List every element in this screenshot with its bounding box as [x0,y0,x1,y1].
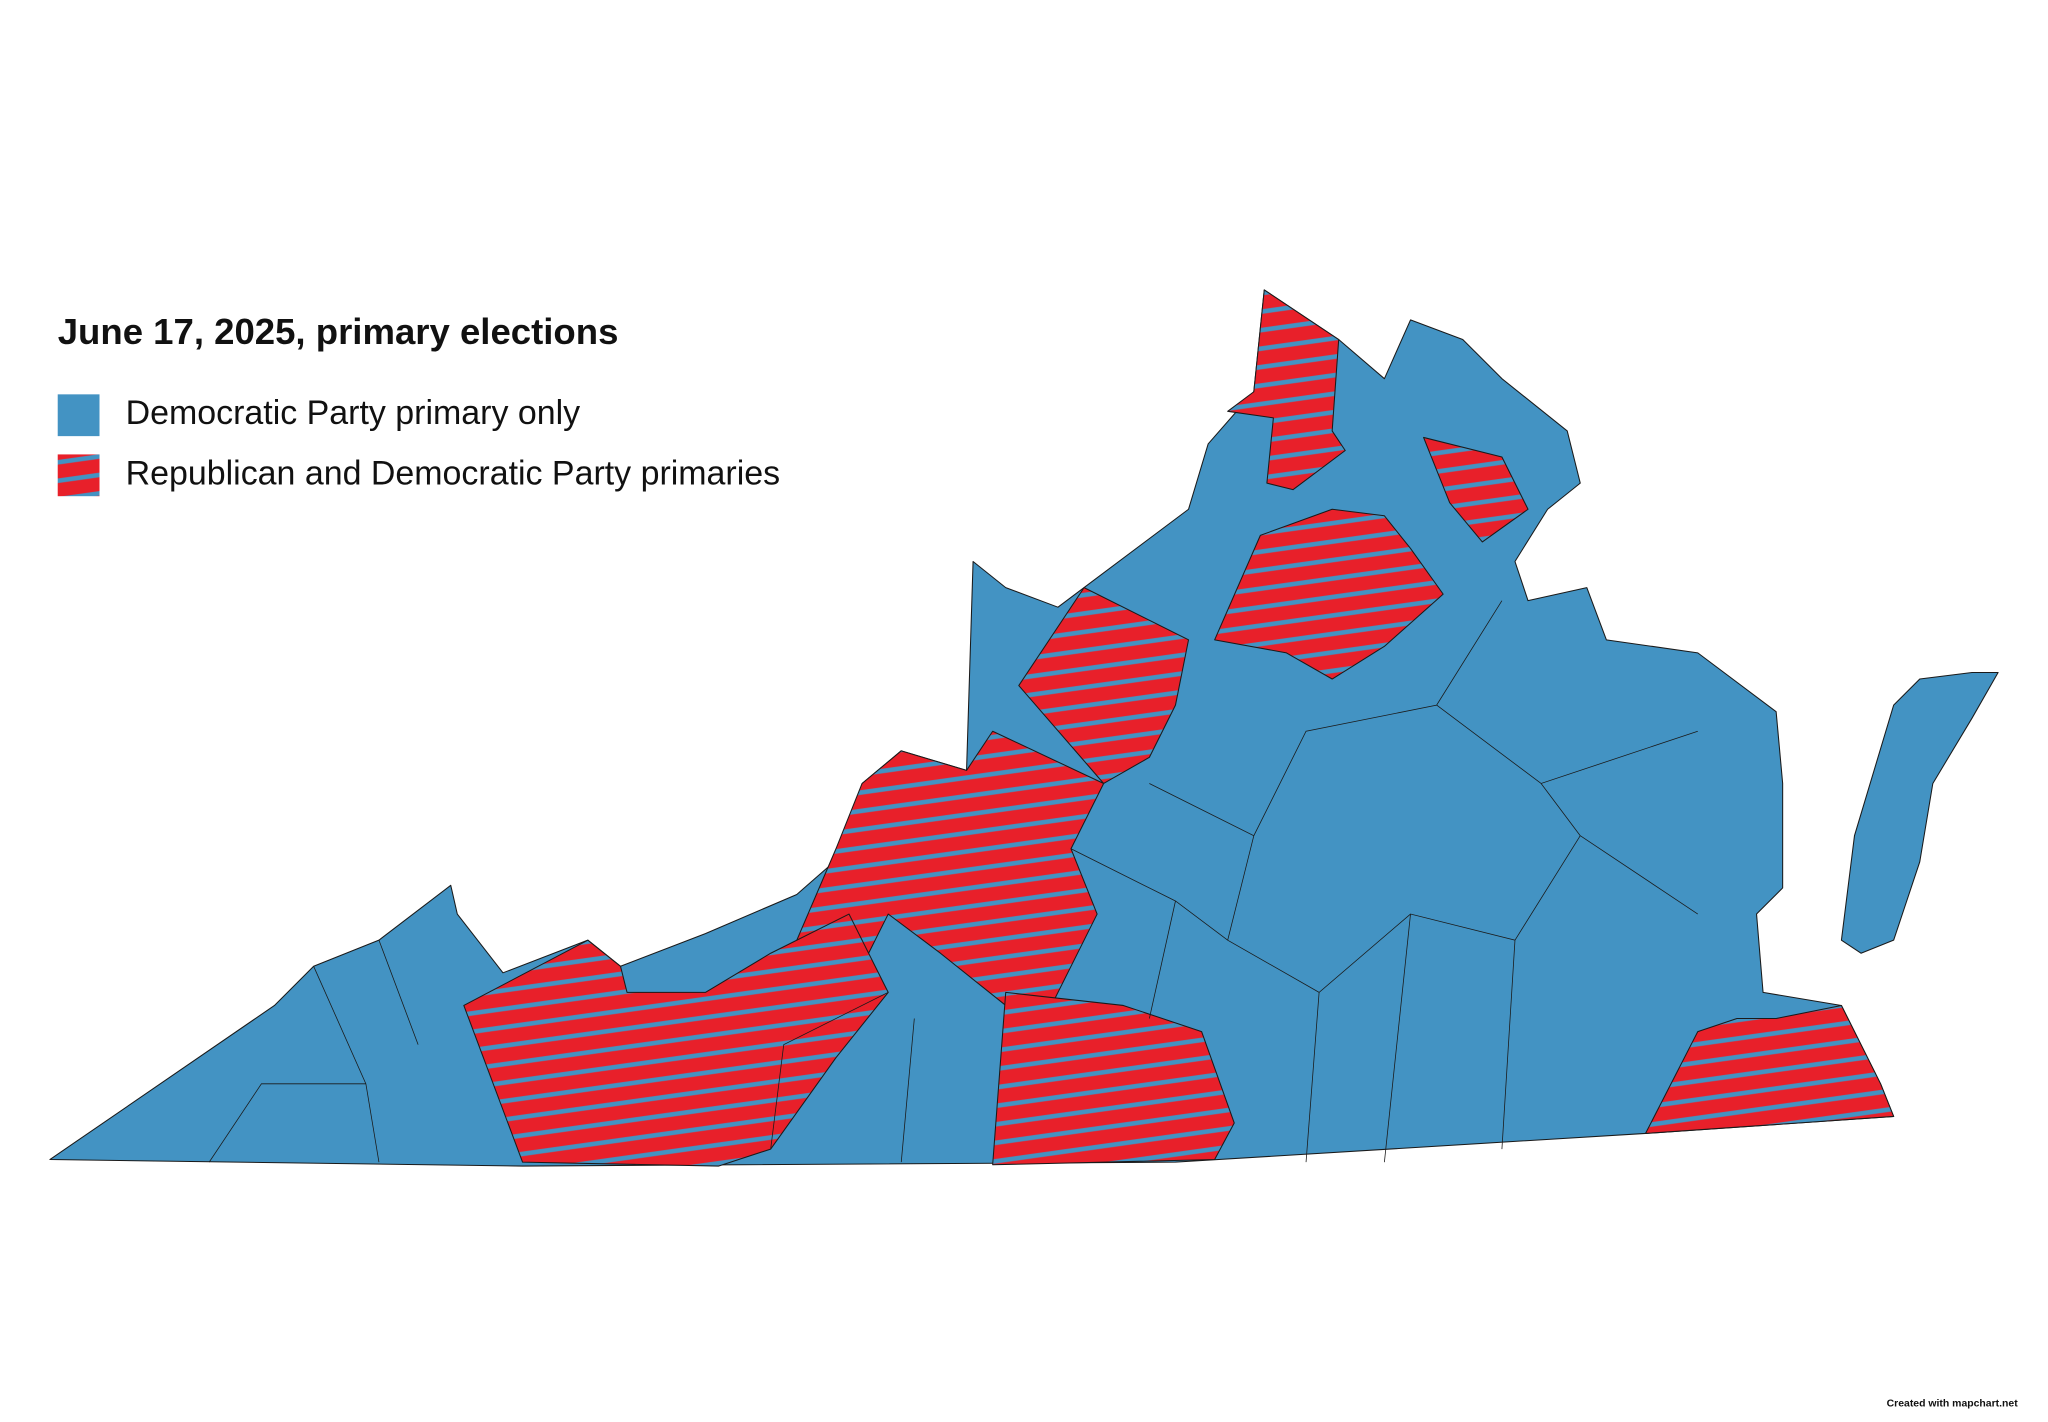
county-borders [208,600,1699,1163]
red-region [463,913,889,1167]
state [49,289,1999,1167]
legend-label: Democratic Party primary only [126,394,581,432]
red-region [1018,587,1190,784]
red-region [992,991,1235,1166]
legend-title: June 17, 2025, primary elections [58,311,619,352]
credit: Created with mapchart.net [1887,1398,2019,1409]
red-region [1227,289,1346,491]
legend-label: Republican and Democratic Party primarie… [126,454,781,492]
red-region [1645,1004,1895,1134]
legend-swatch [57,394,100,437]
red-region [1423,436,1529,543]
red-region [1214,508,1444,680]
eastern-shore [1840,671,1999,954]
legend-swatch [57,454,100,497]
